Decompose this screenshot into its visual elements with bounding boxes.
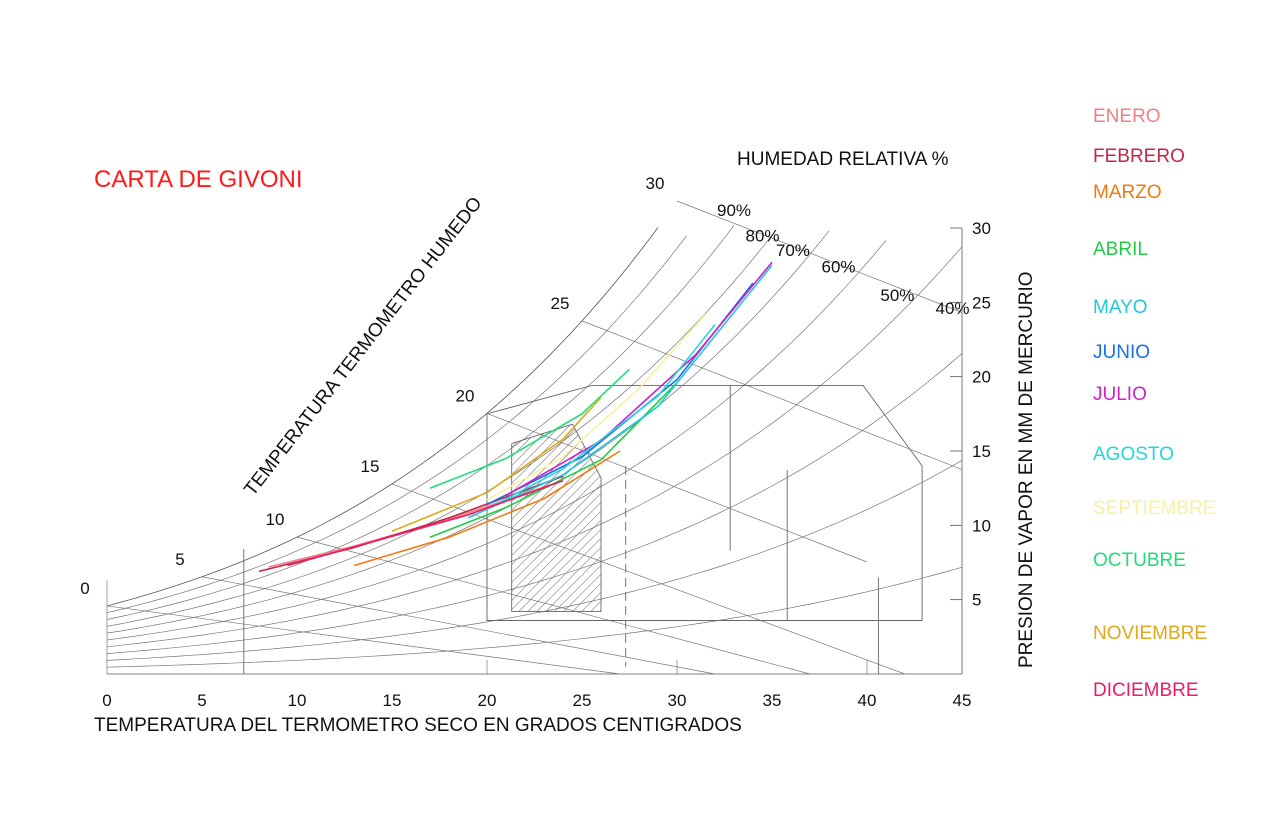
- legend-mayo: MAYO: [1093, 297, 1148, 318]
- legend-diciembre: DICIEMBRE: [1093, 680, 1199, 701]
- wetbulb-tick-10: 10: [266, 510, 285, 529]
- rh-tick-90: 90%: [717, 201, 751, 220]
- curve-octubre: [429, 368, 631, 489]
- rh-tick-40: 40%: [935, 299, 969, 318]
- x-axis-title: TEMPERATURA DEL TERMOMETRO SECO EN GRADO…: [94, 715, 742, 736]
- tick-labels: 0 5 10 15 20 25 30 35 40 45 5 10 15 20 25 30 0 5 10 15 20 25 3…: [80, 174, 991, 710]
- rh-tick-50: 50%: [880, 286, 914, 305]
- wetbulb-tick-0: 0: [80, 579, 89, 598]
- x-tick-40: 40: [858, 691, 877, 710]
- x-tick-0: 0: [102, 691, 111, 710]
- wetbulb-line-30: [676, 200, 963, 313]
- wetbulb-tick-5: 5: [175, 550, 184, 569]
- wetbulb-axis-title: TEMPERATURA TERMOMETRO HUMEDO: [240, 193, 486, 500]
- legend-enero: ENERO: [1093, 106, 1161, 127]
- y-tick-30: 30: [972, 219, 991, 238]
- rh-curve-90: [106, 235, 687, 614]
- month-curves: [258, 261, 773, 573]
- y-axis-title: PRESION DE VAPOR EN MM DE MERCURIO: [1016, 271, 1037, 668]
- y-tick-20: 20: [972, 368, 991, 387]
- x-tick-5: 5: [197, 691, 206, 710]
- curve-marzo: [353, 450, 621, 567]
- y-tick-10: 10: [972, 516, 991, 535]
- rh-curve-60: [106, 230, 830, 634]
- legend-junio: JUNIO: [1093, 342, 1150, 363]
- rh-tick-70: 70%: [776, 241, 810, 260]
- x-tick-45: 45: [953, 691, 972, 710]
- rh-axis-title: HUMEDAD RELATIVA %: [737, 149, 949, 170]
- rh-tick-60: 60%: [821, 258, 855, 277]
- y-tick-5: 5: [972, 591, 981, 610]
- rh-tick-80: 80%: [745, 226, 779, 245]
- curve-mayo: [467, 264, 773, 519]
- wetbulb-line-20: [486, 413, 868, 563]
- curve-agosto: [486, 324, 716, 510]
- wetbulb-line-25: [581, 320, 963, 470]
- legend-octubre: OCTUBRE: [1093, 550, 1186, 571]
- comfort-zones: [243, 385, 923, 674]
- curve-septiembre: [486, 313, 707, 501]
- rh-curve-70: [106, 234, 773, 627]
- wetbulb-line-10: [296, 536, 811, 675]
- y-tick-15: 15: [972, 442, 991, 461]
- x-tick-30: 30: [668, 691, 687, 710]
- legend-agosto: AGOSTO: [1093, 444, 1174, 465]
- wetbulb-line-0: [106, 605, 621, 675]
- legend: ENERO FEBRERO MARZO ABRIL MAYO JUNIO JULIO AGOS…: [1093, 106, 1215, 701]
- rh-curve-40: [106, 246, 963, 648]
- x-tick-20: 20: [478, 691, 497, 710]
- grid-layer: [106, 200, 963, 675]
- legend-septiembre: SEPTIEMBRE: [1093, 498, 1215, 519]
- legend-abril: ABRIL: [1093, 239, 1148, 260]
- wetbulb-line-5: [201, 576, 716, 675]
- zone-outer: [486, 385, 923, 621]
- rh-curve-30: [106, 353, 963, 654]
- x-tick-25: 25: [573, 691, 592, 710]
- legend-julio: JULIO: [1093, 384, 1147, 405]
- x-tick-15: 15: [383, 691, 402, 710]
- rh-curve-100: [106, 227, 659, 607]
- zone-comfort: [511, 423, 602, 613]
- rh-curve-10: [106, 566, 963, 668]
- wetbulb-line-15: [391, 483, 906, 675]
- legend-febrero: FEBRERO: [1093, 146, 1185, 167]
- curve-julio: [505, 261, 773, 497]
- wetbulb-tick-15: 15: [361, 457, 380, 476]
- rh-curve-80: [106, 225, 735, 620]
- curve-noviembre: [391, 396, 602, 533]
- wetbulb-tick-25: 25: [551, 294, 570, 313]
- x-tick-10: 10: [288, 691, 307, 710]
- x-tick-35: 35: [763, 691, 782, 710]
- y-tick-25: 25: [972, 293, 991, 312]
- wetbulb-tick-30: 30: [646, 174, 665, 193]
- wetbulb-tick-20: 20: [456, 386, 475, 405]
- chart-title: CARTA DE GIVONI: [94, 166, 303, 193]
- legend-noviembre: NOVIEMBRE: [1093, 623, 1207, 644]
- rh-curve-20: [106, 460, 963, 661]
- legend-marzo: MARZO: [1093, 182, 1162, 203]
- rh-curve-50: [106, 240, 887, 641]
- curve-diciembre: [287, 479, 564, 567]
